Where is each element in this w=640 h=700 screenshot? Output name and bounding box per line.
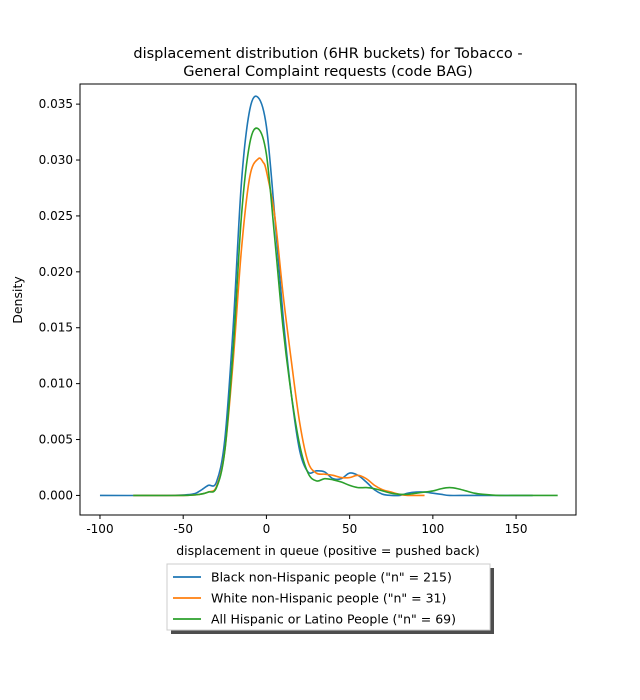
- plot-frame: [79, 83, 577, 516]
- y-tick-label: 0.015: [39, 321, 73, 335]
- y-tick-label: 0.030: [39, 153, 73, 167]
- chart-title-line-2: General Complaint requests (code BAG): [183, 64, 473, 80]
- y-axis-label: Density: [10, 276, 25, 324]
- legend-label-2: White non-Hispanic people ("n" = 31): [211, 591, 446, 606]
- x-tick-label: 50: [342, 522, 357, 536]
- y-axis-ticks: 0.000 0.005 0.010 0.015 0.020 0.025 0.030 0.035: [39, 97, 80, 502]
- legend-label-1: Black non-Hispanic people ("n" = 215): [211, 570, 452, 585]
- series-line-2: [133, 157, 425, 497]
- x-tick-label: -50: [173, 522, 193, 536]
- y-tick-label: 0.010: [39, 377, 73, 391]
- x-axis-ticks: -100 -50 0 50 100 150: [86, 515, 528, 536]
- plot-lines: [99, 95, 558, 497]
- legend-items: Black non-Hispanic people ("n" = 215) Whi…: [173, 570, 456, 627]
- y-tick-label: 0.020: [39, 265, 73, 279]
- legend-box: [166, 563, 491, 631]
- series-line-3: [133, 127, 558, 497]
- x-tick-label: -100: [86, 522, 113, 536]
- y-tick-label: 0.005: [39, 433, 73, 447]
- legend-label-3: All Hispanic or Latino People ("n" = 69): [211, 612, 456, 627]
- y-tick-label: 0.035: [39, 97, 73, 111]
- x-axis-label: displacement in queue (positive = pushed…: [176, 543, 480, 558]
- series-line-1: [99, 95, 533, 497]
- y-tick-label: 0.000: [39, 488, 73, 502]
- legend: Black non-Hispanic people ("n" = 215) Whi…: [166, 563, 494, 634]
- x-tick-label: 100: [421, 522, 444, 536]
- y-tick-label: 0.025: [39, 209, 73, 223]
- chart-title-line-1: displacement distribution (6HR buckets) …: [133, 46, 522, 62]
- x-tick-label: 150: [505, 522, 528, 536]
- x-tick-label: 0: [263, 522, 271, 536]
